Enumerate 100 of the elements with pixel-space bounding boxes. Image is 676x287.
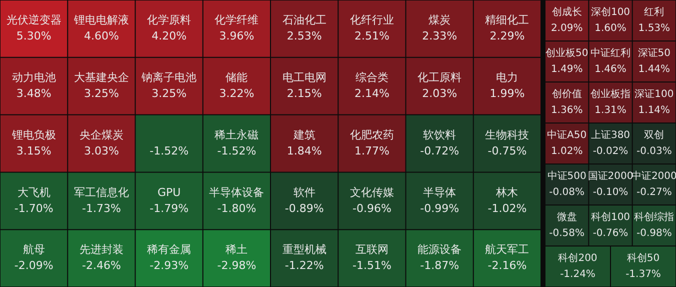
data-label: -0.96% bbox=[352, 202, 392, 215]
category-label: 化学纤维 bbox=[214, 14, 259, 27]
category-label: 锂电电解液 bbox=[72, 14, 129, 27]
data-label: -1.02% bbox=[488, 202, 527, 215]
category-label: 大基建央企 bbox=[74, 70, 129, 84]
data-label: 1.77% bbox=[354, 144, 390, 158]
category-label: 双创 bbox=[644, 129, 664, 142]
category-label: 石油化工 bbox=[282, 14, 326, 27]
data-label: 1.44% bbox=[638, 64, 670, 76]
category-label: 化肥农药 bbox=[350, 128, 394, 142]
data-label: -2.09% bbox=[14, 259, 54, 272]
category-label: 化纤行业 bbox=[350, 14, 394, 27]
data-label: -1.73% bbox=[82, 202, 121, 215]
data-label: 4.20% bbox=[152, 30, 187, 43]
category-label: 林木 bbox=[495, 186, 518, 199]
category-label: 动力电池 bbox=[12, 70, 56, 84]
category-label: 综合类 bbox=[355, 70, 388, 84]
data-label: 2.14% bbox=[354, 86, 390, 100]
data-label: 1.46% bbox=[594, 64, 626, 76]
data-label: -2.93% bbox=[150, 259, 189, 272]
data-label: -1.52% bbox=[150, 144, 189, 158]
data-label: 3.15% bbox=[16, 144, 52, 158]
category-label: 微盘 bbox=[556, 211, 577, 224]
category-label: 钠离子电池 bbox=[140, 70, 197, 84]
data-label: -0.99% bbox=[420, 202, 460, 215]
data-label: 1.14% bbox=[638, 105, 670, 116]
category-label: 航天军工 bbox=[485, 243, 530, 256]
category-label: 中证红利 bbox=[590, 47, 630, 60]
category-label: 红利 bbox=[644, 6, 664, 18]
data-label: -1.51% bbox=[352, 259, 392, 272]
data-label: -2.98% bbox=[217, 259, 256, 272]
data-label: 1.49% bbox=[550, 64, 583, 76]
category-label: 软件 bbox=[293, 186, 316, 199]
data-label: 2.29% bbox=[490, 30, 525, 43]
data-label: 1.84% bbox=[286, 144, 322, 158]
category-label: 电力 bbox=[496, 70, 518, 84]
category-label: 储能 bbox=[226, 70, 248, 84]
data-label: 2.33% bbox=[422, 30, 458, 43]
data-label: 1.36% bbox=[550, 105, 583, 116]
data-label: 3.96% bbox=[219, 30, 254, 43]
category-label: 创业板50 bbox=[545, 47, 588, 60]
data-label: 5.30% bbox=[16, 30, 52, 43]
category-label: 航母 bbox=[22, 243, 45, 256]
category-label: 半导体 bbox=[423, 186, 456, 199]
data-label: 3.03% bbox=[84, 144, 119, 158]
data-label: 3.22% bbox=[219, 86, 254, 100]
data-label: -1.80% bbox=[217, 202, 256, 215]
data-label: -0.75% bbox=[488, 144, 527, 158]
category-label: 科创50 bbox=[626, 252, 660, 264]
category-label: 锂电负极 bbox=[10, 128, 56, 142]
data-label: 3.25% bbox=[152, 86, 187, 100]
category-label: 稀有金属 bbox=[147, 243, 192, 256]
data-label: 3.25% bbox=[84, 86, 119, 100]
category-label: 生物科技 bbox=[485, 128, 530, 142]
category-label: 科创100 bbox=[590, 211, 630, 224]
data-label: -1.37% bbox=[626, 269, 661, 280]
category-label: 软饮料 bbox=[423, 128, 456, 142]
category-label: 科创综指 bbox=[634, 211, 674, 224]
data-label: 1.99% bbox=[490, 86, 525, 100]
data-label: -1.52% bbox=[217, 144, 256, 158]
data-label: -2.46% bbox=[82, 259, 121, 272]
data-label: -0.03% bbox=[636, 146, 672, 158]
data-label: -0.89% bbox=[284, 202, 324, 215]
category-label: GPU bbox=[157, 186, 181, 199]
category-label: 稀土 bbox=[226, 243, 248, 256]
category-label: 国证2000 bbox=[588, 170, 634, 182]
data-label: 3.48% bbox=[16, 86, 52, 100]
data-label: -0.98% bbox=[636, 228, 672, 240]
data-label: 1.60% bbox=[594, 23, 626, 34]
category-label: 互联网 bbox=[355, 243, 388, 256]
category-label: 央企煤炭 bbox=[79, 128, 124, 142]
data-label: -0.76% bbox=[592, 228, 628, 240]
category-label: 大飞机 bbox=[17, 186, 50, 199]
data-label: -0.72% bbox=[420, 144, 460, 158]
category-label: 创业板指 bbox=[590, 88, 630, 100]
category-label: 电工电网 bbox=[282, 70, 326, 84]
category-label: 中证500 bbox=[547, 170, 586, 182]
category-label: 化工原料 bbox=[418, 70, 462, 84]
data-label: 2.03% bbox=[422, 86, 458, 100]
data-label: -2.16% bbox=[488, 259, 527, 272]
category-label: 建筑 bbox=[292, 128, 316, 142]
data-label: 1.31% bbox=[594, 105, 626, 116]
category-label: 光伏逆变器 bbox=[6, 14, 62, 27]
category-label: 军工信息化 bbox=[74, 186, 129, 199]
data-label: -0.08% bbox=[549, 187, 585, 198]
data-label: -0.58% bbox=[549, 228, 585, 240]
category-label: 煤炭 bbox=[428, 14, 451, 27]
data-label: -0.02% bbox=[592, 146, 628, 158]
data-label: -1.87% bbox=[420, 259, 460, 272]
category-label: 深证100 bbox=[634, 88, 674, 100]
category-label: 先进封装 bbox=[79, 243, 124, 256]
data-label: 4.60% bbox=[84, 30, 119, 43]
data-label: -1.24% bbox=[560, 269, 596, 280]
category-label: 稀土永磁 bbox=[214, 128, 259, 142]
data-label: -1.70% bbox=[14, 202, 54, 215]
data-label: -1.79% bbox=[150, 202, 189, 215]
category-label: 创成长 bbox=[552, 6, 582, 18]
data-label: 2.09% bbox=[550, 23, 583, 34]
data-label: 2.53% bbox=[286, 30, 322, 43]
data-label: -1.22% bbox=[284, 259, 324, 272]
